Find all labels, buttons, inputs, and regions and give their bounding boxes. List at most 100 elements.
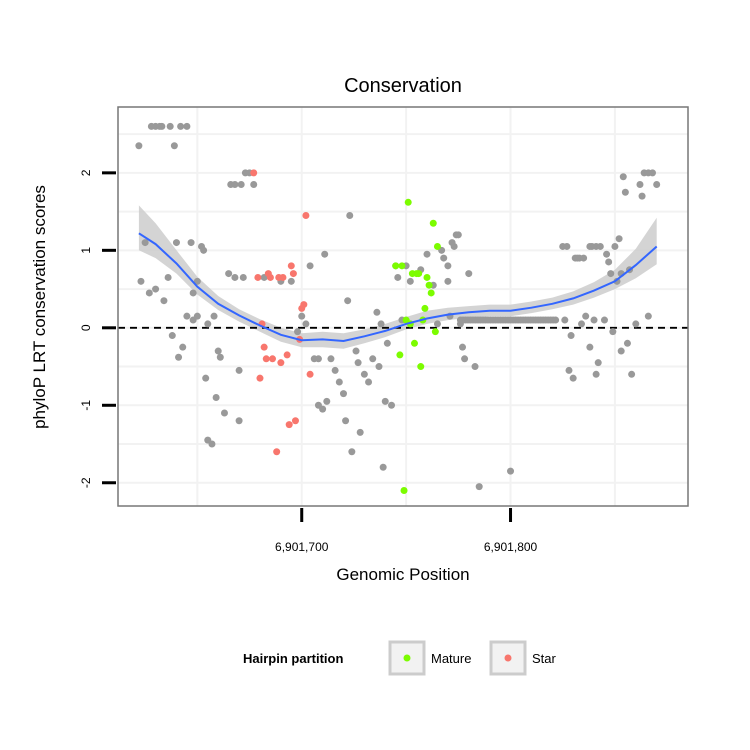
data-point-other <box>356 428 364 436</box>
data-point-star <box>254 273 262 281</box>
x-axis-label: Genomic Position <box>336 565 469 584</box>
data-point-other <box>183 312 191 320</box>
data-point-star <box>302 211 310 219</box>
legend-label-mature: Mature <box>431 651 471 666</box>
data-point-other <box>592 370 600 378</box>
data-point-star <box>300 301 308 309</box>
data-point-other <box>394 273 402 281</box>
data-point-other <box>563 242 571 250</box>
data-point-star <box>266 273 274 281</box>
data-point-other <box>170 142 178 150</box>
data-point-other <box>208 440 216 448</box>
y-tick-label: -2 <box>79 477 93 488</box>
data-point-other <box>214 347 222 355</box>
data-point-other <box>636 180 644 188</box>
data-point-other <box>335 378 343 386</box>
data-point-other <box>179 343 187 351</box>
data-point-other <box>137 277 145 285</box>
data-point-mature <box>423 273 431 281</box>
data-point-other <box>323 397 331 405</box>
data-point-other <box>552 316 560 324</box>
data-point-other <box>348 448 356 456</box>
x-tick-label: 6,901,800 <box>484 540 538 554</box>
data-point-other <box>212 394 220 402</box>
data-point-other <box>454 231 462 239</box>
data-point-other <box>605 258 613 266</box>
data-point-other <box>145 289 153 297</box>
data-point-other <box>294 328 302 336</box>
data-point-other <box>339 390 347 398</box>
data-point-other <box>237 180 245 188</box>
y-axis-label: phyloP LRT conservation scores <box>30 185 49 429</box>
x-axis-ticks: 6,901,700 6,901,800 <box>275 508 538 554</box>
data-point-other <box>175 353 183 361</box>
data-point-other <box>590 316 598 324</box>
y-tick-label: 0 <box>79 324 93 331</box>
data-point-other <box>164 273 172 281</box>
data-point-other <box>621 188 629 196</box>
data-point-other <box>231 180 239 188</box>
data-point-other <box>152 285 160 293</box>
data-point-star <box>306 370 314 378</box>
data-point-other <box>561 316 569 324</box>
data-point-other <box>216 353 224 361</box>
data-point-mature <box>417 363 425 371</box>
data-point-other <box>444 277 452 285</box>
plot-panel-border <box>117 106 689 507</box>
data-point-star <box>273 448 281 456</box>
data-point-other <box>225 270 233 278</box>
data-point-other <box>632 320 640 328</box>
data-point-other <box>615 235 623 243</box>
data-point-mature <box>431 328 439 336</box>
data-point-other <box>379 463 387 471</box>
data-point-other <box>594 359 602 367</box>
legend-dot-mature <box>403 654 411 662</box>
data-point-other <box>287 277 295 285</box>
data-point-other <box>582 312 590 320</box>
data-point-other <box>603 250 611 258</box>
data-point-other <box>586 343 594 351</box>
data-point-other <box>321 250 329 258</box>
data-point-star <box>269 355 277 363</box>
data-point-other <box>239 273 247 281</box>
data-point-other <box>187 239 195 247</box>
data-point-mature <box>433 242 441 250</box>
x-tick-label: 6,901,700 <box>275 540 329 554</box>
data-point-other <box>638 192 646 200</box>
legend-title: Hairpin partition <box>243 651 343 666</box>
data-point-other <box>135 142 143 150</box>
smooth-curve <box>138 232 658 343</box>
data-point-other <box>314 355 322 363</box>
data-point-other <box>141 239 149 247</box>
y-axis-ticks: -2 -1 0 1 2 <box>79 169 116 488</box>
data-point-other <box>183 122 191 130</box>
legend-label-star: Star <box>532 651 557 666</box>
data-point-other <box>235 366 243 374</box>
data-point-other <box>250 180 258 188</box>
data-point-other <box>166 122 174 130</box>
legend: Hairpin partition Mature Star <box>243 640 557 676</box>
data-point-star <box>289 270 297 278</box>
data-point-star <box>262 355 270 363</box>
data-point-other <box>381 397 389 405</box>
data-point-other <box>204 320 212 328</box>
chart-title: Conservation <box>344 75 462 97</box>
data-point-other <box>352 347 360 355</box>
y-tick-label: -1 <box>79 400 93 411</box>
data-point-other <box>302 320 310 328</box>
data-point-mature <box>421 304 429 312</box>
data-point-other <box>342 417 350 425</box>
data-point-other <box>649 169 657 177</box>
data-point-other <box>377 320 385 328</box>
data-point-other <box>189 289 197 297</box>
data-point-mature <box>404 198 412 206</box>
data-point-other <box>465 270 473 278</box>
data-point-other <box>567 332 575 340</box>
data-point-mature <box>429 219 437 227</box>
data-point-other <box>475 483 483 491</box>
plot-panel-background <box>118 107 688 506</box>
data-point-other <box>440 254 448 262</box>
data-point-other <box>360 370 368 378</box>
data-point-other <box>623 339 631 347</box>
data-point-other <box>375 363 383 371</box>
